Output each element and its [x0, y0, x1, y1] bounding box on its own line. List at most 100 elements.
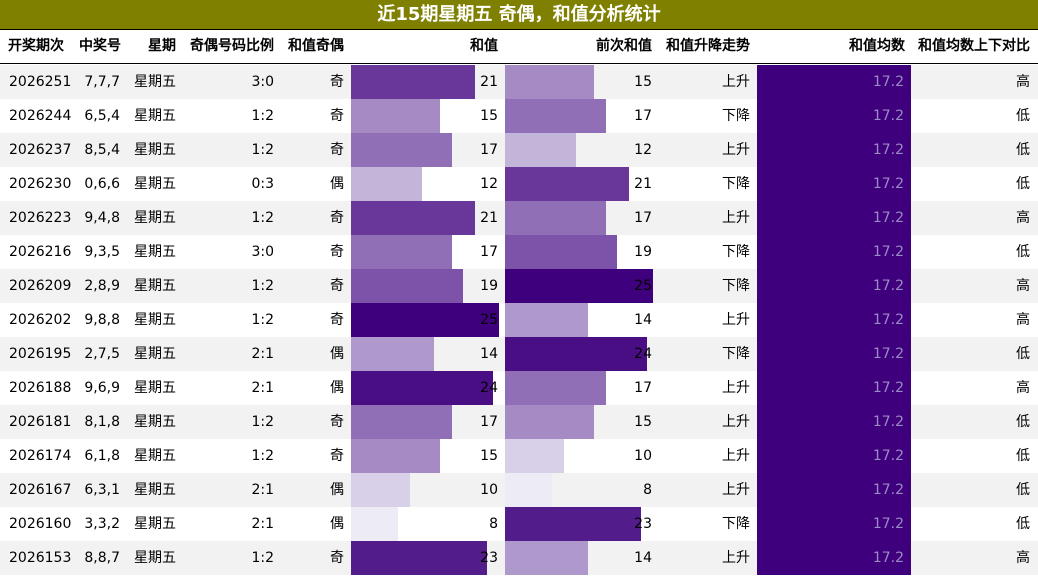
trend-cell: 上升 — [722, 448, 750, 464]
parity-cell: 奇 — [330, 142, 344, 158]
sum-cell: 8 — [489, 516, 498, 532]
prev-sum-cell: 15 — [634, 414, 652, 430]
numbers-cell: 2,7,5 — [84, 346, 120, 362]
numbers-cell: 6,5,4 — [84, 108, 120, 124]
avg-bar — [757, 507, 911, 541]
compare-cell: 高 — [1016, 380, 1030, 396]
prev-sum-cell: 12 — [634, 142, 652, 158]
parity-cell: 奇 — [330, 244, 344, 260]
ratio-cell: 2:1 — [251, 380, 274, 396]
weekday-cell: 星期五 — [134, 346, 176, 362]
prev-sum-bar — [505, 201, 606, 235]
trend-cell: 上升 — [722, 414, 750, 430]
parity-cell: 奇 — [330, 550, 344, 566]
numbers-cell: 0,6,6 — [84, 176, 120, 192]
sum-bar — [351, 269, 463, 303]
avg-cell: 17.2 — [872, 176, 904, 192]
sum-bar — [351, 99, 440, 133]
avg-bar — [757, 371, 911, 405]
ratio-cell: 1:2 — [251, 414, 274, 430]
ratio-cell: 1:2 — [251, 448, 274, 464]
parity-cell: 奇 — [330, 108, 344, 124]
sum-cell: 17 — [480, 414, 498, 430]
ratio-cell: 1:2 — [251, 142, 274, 158]
avg-bar — [757, 65, 911, 99]
prev-sum-cell: 14 — [634, 312, 652, 328]
avg-cell: 17.2 — [872, 244, 904, 260]
prev-sum-cell: 23 — [634, 516, 652, 532]
prev-sum-cell: 17 — [634, 210, 652, 226]
weekday-cell: 星期五 — [134, 448, 176, 464]
sum-bar — [351, 303, 499, 337]
sum-bar — [351, 133, 452, 167]
weekday-cell: 星期五 — [134, 414, 176, 430]
compare-cell: 高 — [1016, 278, 1030, 294]
avg-cell: 17.2 — [872, 278, 904, 294]
weekday-cell: 星期五 — [134, 176, 176, 192]
trend-cell: 上升 — [722, 482, 750, 498]
parity-cell: 奇 — [330, 414, 344, 430]
weekday-cell: 星期五 — [134, 516, 176, 532]
sum-cell: 10 — [480, 482, 498, 498]
prev-sum-bar — [505, 235, 617, 269]
ratio-cell: 1:2 — [251, 108, 274, 124]
table-row: 2026223 9,4,8 星期五 1:2 奇 21 17 上升 17.2 高 — [0, 201, 1038, 235]
prev-sum-bar — [505, 133, 576, 167]
prev-sum-cell: 10 — [634, 448, 652, 464]
issue-cell: 2026181 — [9, 414, 72, 430]
compare-cell: 高 — [1016, 312, 1030, 328]
trend-cell: 上升 — [722, 74, 750, 90]
compare-cell: 低 — [1016, 244, 1030, 260]
weekday-cell: 星期五 — [134, 380, 176, 396]
prev-sum-bar — [505, 405, 594, 439]
numbers-cell: 9,6,9 — [84, 380, 120, 396]
avg-bar — [757, 269, 911, 303]
prev-sum-cell: 19 — [634, 244, 652, 260]
table-row: 2026167 6,3,1 星期五 2:1 偶 10 8 上升 17.2 低 — [0, 473, 1038, 507]
ratio-cell: 1:2 — [251, 550, 274, 566]
trend-cell: 上升 — [722, 550, 750, 566]
issue-cell: 2026216 — [9, 244, 72, 260]
page-title: 近15期星期五 奇偶，和值分析统计 — [0, 0, 1038, 29]
issue-cell: 2026209 — [9, 278, 72, 294]
avg-cell: 17.2 — [872, 142, 904, 158]
avg-bar — [757, 99, 911, 133]
trend-cell: 下降 — [722, 176, 750, 192]
numbers-cell: 8,5,4 — [84, 142, 120, 158]
parity-cell: 偶 — [330, 346, 344, 362]
prev-sum-cell: 14 — [634, 550, 652, 566]
sum-cell: 21 — [480, 74, 498, 90]
prev-sum-bar — [505, 65, 594, 99]
parity-cell: 偶 — [330, 176, 344, 192]
trend-cell: 上升 — [722, 210, 750, 226]
numbers-cell: 8,8,7 — [84, 550, 120, 566]
table-header: 开奖期次 中奖号 星期 奇偶号码比例 和值奇偶 和值 前次和值 和值升降走势 和… — [0, 29, 1038, 64]
table-row: 2026181 8,1,8 星期五 1:2 奇 17 15 上升 17.2 低 — [0, 405, 1038, 439]
table-row: 2026230 0,6,6 星期五 0:3 偶 12 21 下降 17.2 低 — [0, 167, 1038, 201]
compare-cell: 低 — [1016, 176, 1030, 192]
prev-sum-cell: 15 — [634, 74, 652, 90]
avg-cell: 17.2 — [872, 550, 904, 566]
weekday-cell: 星期五 — [134, 312, 176, 328]
avg-cell: 17.2 — [872, 448, 904, 464]
sum-cell: 12 — [480, 176, 498, 192]
parity-cell: 偶 — [330, 516, 344, 532]
trend-cell: 下降 — [722, 346, 750, 362]
table-row: 2026153 8,8,7 星期五 1:2 奇 23 14 上升 17.2 高 — [0, 541, 1038, 575]
avg-bar — [757, 167, 911, 201]
prev-sum-bar — [505, 473, 552, 507]
sum-cell: 25 — [480, 312, 498, 328]
table-row: 2026188 9,6,9 星期五 2:1 偶 24 17 上升 17.2 高 — [0, 371, 1038, 405]
ratio-cell: 0:3 — [251, 176, 274, 192]
prev-sum-cell: 24 — [634, 346, 652, 362]
parity-cell: 偶 — [330, 482, 344, 498]
table-row: 2026251 7,7,7 星期五 3:0 奇 21 15 上升 17.2 高 — [0, 65, 1038, 99]
issue-cell: 2026167 — [9, 482, 72, 498]
sum-cell: 21 — [480, 210, 498, 226]
compare-cell: 低 — [1016, 448, 1030, 464]
ratio-cell: 2:1 — [251, 482, 274, 498]
issue-cell: 2026244 — [9, 108, 72, 124]
header-parity: 和值奇偶 — [288, 38, 344, 54]
issue-cell: 2026202 — [9, 312, 72, 328]
numbers-cell: 2,8,9 — [84, 278, 120, 294]
